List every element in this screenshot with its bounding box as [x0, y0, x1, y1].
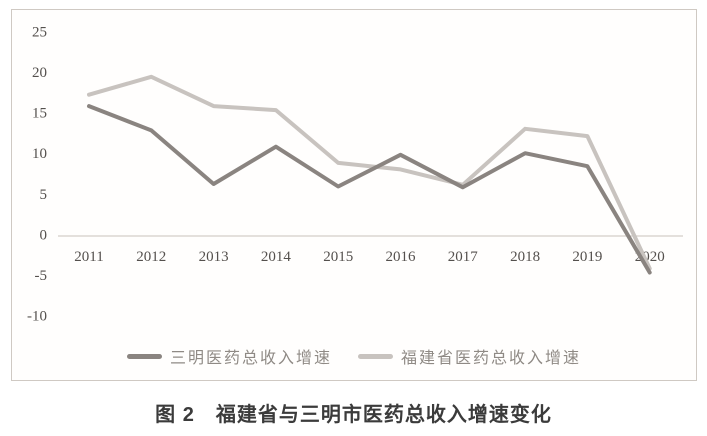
y-tick-label: 5 — [40, 187, 48, 203]
x-tick-label: 2016 — [386, 249, 417, 265]
x-tick-label: 2014 — [261, 249, 292, 265]
y-tick-label: 25 — [32, 24, 47, 40]
x-tick-label: 2019 — [572, 249, 602, 265]
x-tick-label: 2015 — [323, 249, 353, 265]
series-line-0 — [87, 104, 652, 275]
figure-caption: 图 2 福建省与三明市医药总收入增速变化 — [155, 404, 552, 426]
legend-swatch-fujian — [358, 353, 393, 359]
x-tick-label: 2011 — [74, 249, 103, 265]
x-tick-label: 2018 — [510, 249, 540, 265]
y-tick-label: 15 — [32, 106, 47, 122]
legend-item-fujian: 福建省医药总收入增速 — [358, 344, 581, 368]
x-tick-label: 2012 — [136, 249, 166, 265]
legend-label-sanming: 三明医药总收入增速 — [169, 350, 332, 367]
y-tick-label: 10 — [32, 146, 47, 162]
chart-area: 25 20 15 10 5 0 -5 -10 2011 2012 2013 2014 2015 2016 2… — [11, 9, 697, 381]
x-tick-label: 2017 — [448, 249, 479, 265]
y-tick-label: 20 — [32, 65, 47, 81]
legend-item-sanming: 三明医药总收入增速 — [126, 344, 332, 368]
legend: 三明医药总收入增速 福建省医药总收入增速 — [12, 344, 696, 368]
y-tick-label: 0 — [40, 227, 48, 243]
y-tick-label: -5 — [35, 268, 48, 284]
legend-label-fujian: 福建省医药总收入增速 — [401, 350, 582, 367]
x-tick-label: 2013 — [199, 249, 229, 265]
series-line-1 — [87, 74, 652, 271]
legend-swatch-sanming — [126, 353, 162, 359]
y-tick-label: -10 — [27, 309, 47, 325]
